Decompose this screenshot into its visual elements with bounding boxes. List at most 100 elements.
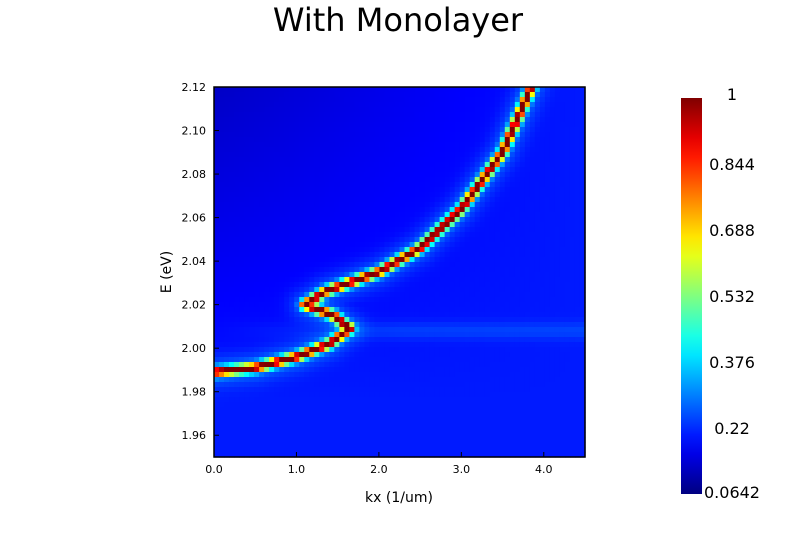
heatmap-cell (354, 332, 360, 338)
heatmap-cell (219, 147, 225, 153)
heatmap-cell (539, 202, 546, 208)
heatmap-cell (274, 292, 280, 298)
heatmap-cell (294, 242, 300, 248)
heatmap-cell (239, 257, 245, 263)
heatmap-cell (499, 132, 506, 138)
heatmap-cell (524, 352, 531, 358)
heatmap-cell (214, 242, 220, 248)
heatmap-cell (494, 352, 501, 358)
heatmap-cell (469, 257, 476, 263)
heatmap-cell (214, 202, 220, 208)
heatmap-cell (359, 242, 365, 248)
heatmap-cell (374, 372, 381, 378)
heatmap-cell (364, 412, 371, 418)
heatmap-cell (509, 352, 516, 358)
heatmap-cell (534, 327, 541, 333)
heatmap-cell (309, 87, 315, 93)
heatmap-cell (339, 292, 345, 298)
heatmap-cell (434, 277, 441, 283)
heatmap-cell (294, 382, 300, 388)
heatmap-cell (224, 282, 230, 288)
heatmap-cell (339, 87, 345, 93)
heatmap-cell (434, 247, 441, 253)
heatmap-cell (369, 162, 376, 168)
heatmap-cell (459, 187, 466, 193)
heatmap-cell (439, 202, 446, 208)
heatmap-cell (224, 212, 230, 218)
heatmap-cell (474, 207, 481, 213)
heatmap-cell (539, 87, 546, 93)
heatmap-cell (229, 192, 235, 198)
heatmap-cell (314, 337, 320, 343)
heatmap-cell (374, 262, 381, 268)
heatmap-cell (409, 402, 416, 408)
heatmap-cell (434, 297, 441, 303)
heatmap-cell (279, 287, 285, 293)
heatmap-cell (424, 202, 431, 208)
heatmap-cell (564, 217, 571, 223)
heatmap-cell (529, 272, 536, 278)
heatmap-cell (494, 402, 501, 408)
heatmap-cell (269, 137, 275, 143)
heatmap-cell (519, 197, 526, 203)
heatmap-cell (379, 272, 386, 278)
heatmap-cell (504, 362, 511, 368)
heatmap-cell (424, 407, 431, 413)
heatmap-cell (514, 372, 521, 378)
heatmap-cell (434, 292, 441, 298)
heatmap-cell (439, 107, 446, 113)
heatmap-cell (269, 347, 275, 353)
heatmap-cell (349, 257, 355, 263)
heatmap-cell (384, 212, 391, 218)
heatmap-cell (334, 207, 340, 213)
heatmap-cell (529, 207, 536, 213)
heatmap-cell (239, 402, 245, 408)
heatmap-cell (294, 172, 300, 178)
heatmap-cell (494, 312, 501, 318)
heatmap-cell (439, 262, 446, 268)
heatmap-cell (564, 177, 571, 183)
heatmap-cell (384, 157, 391, 163)
heatmap-cell (564, 277, 571, 283)
heatmap-cell (319, 167, 325, 173)
heatmap-cell (509, 227, 516, 233)
heatmap-cell (284, 232, 290, 238)
heatmap-cell (509, 262, 516, 268)
heatmap-cell (569, 132, 576, 138)
heatmap-cell (429, 342, 436, 348)
heatmap-cell (494, 332, 501, 338)
heatmap-cell (329, 217, 335, 223)
heatmap-cell (514, 222, 521, 228)
heatmap-cell (344, 257, 350, 263)
heatmap-cell (384, 182, 391, 188)
heatmap-cell (539, 182, 546, 188)
heatmap-cell (404, 207, 411, 213)
heatmap-cell (344, 367, 350, 373)
heatmap-cell (564, 127, 571, 133)
heatmap-cell (404, 232, 411, 238)
heatmap-cell (534, 102, 541, 108)
heatmap-cell (429, 162, 436, 168)
heatmap-cell (489, 297, 496, 303)
heatmap-cell (484, 187, 491, 193)
heatmap-cell (284, 97, 290, 103)
heatmap-cell (439, 237, 446, 243)
heatmap-cell (464, 192, 471, 198)
heatmap-cell (374, 217, 381, 223)
heatmap-cell (554, 372, 561, 378)
heatmap-cell (474, 92, 481, 98)
heatmap-cell (474, 292, 481, 298)
heatmap-cell (259, 92, 265, 98)
heatmap-cell (239, 167, 245, 173)
heatmap-cell (239, 87, 245, 93)
heatmap-cell (454, 377, 461, 383)
heatmap-cell (559, 187, 566, 193)
heatmap-cell (489, 347, 496, 353)
heatmap-cell (494, 167, 501, 173)
heatmap-cell (224, 192, 230, 198)
heatmap-cell (534, 392, 541, 398)
heatmap-cell (524, 397, 531, 403)
heatmap-cell (319, 227, 325, 233)
heatmap-cell (504, 127, 511, 133)
heatmap-cell (544, 157, 551, 163)
